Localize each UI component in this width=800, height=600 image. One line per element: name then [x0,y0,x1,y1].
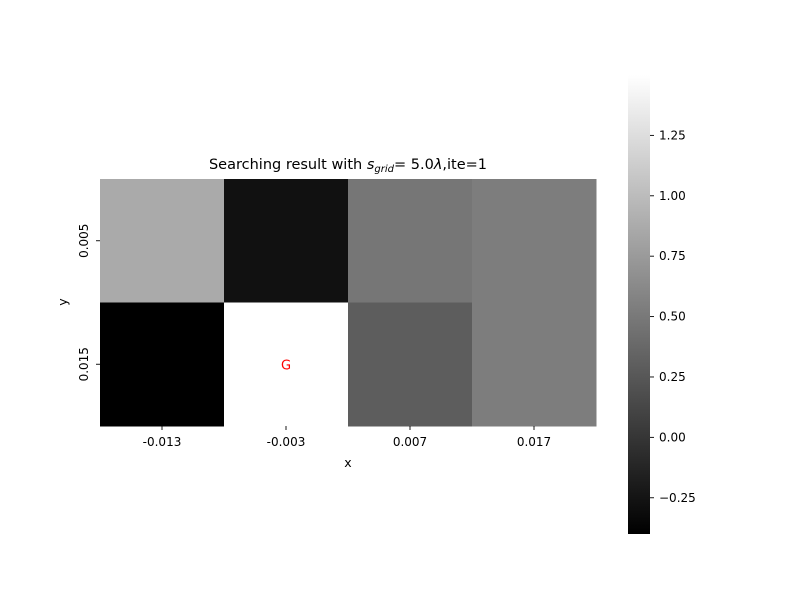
colorbar-tick-label: 1.25 [659,128,686,142]
colorbar-tick-label: 0.50 [659,310,686,324]
y-axis-ticks: 0.005 0.015 [77,224,100,381]
heatmap-cells [100,179,597,427]
colorbar-tick-label: 0.00 [659,430,686,444]
colorbar [628,75,650,534]
colorbar-tick-label: 0.25 [659,370,686,384]
heatmap-cell [100,302,225,427]
y-tick-label: 0.015 [77,347,91,381]
cell-annotation: G [281,358,291,373]
y-tick-label: 0.005 [77,224,91,258]
x-axis-ticks: -0.013 -0.003 0.007 0.017 [143,426,551,449]
x-tick-label: 0.007 [393,435,427,449]
x-axis-label: x [344,455,351,470]
x-tick-label: -0.003 [267,435,306,449]
heatmap-cell [100,179,225,303]
heatmap-cell [472,179,597,303]
heatmap-cell [348,179,473,303]
heatmap-annotations: G [281,358,291,373]
colorbar-tick-label: 1.00 [659,189,686,203]
heatmap-cell [224,179,349,303]
heatmap-cell [472,302,597,427]
x-tick-label: -0.013 [143,435,182,449]
y-axis-label: y [55,298,70,306]
colorbar-tick-label: 0.75 [659,249,686,263]
chart-title: Searching result with sgrid= 5.0λ,ite=1 [209,157,487,175]
x-tick-label: 0.017 [517,435,551,449]
colorbar-tick-label: −0.25 [659,491,696,505]
heatmap-cell [348,302,473,427]
colorbar-ticks: −0.25 0.00 0.25 0.50 0.75 1.00 1.25 [650,128,696,505]
heatmap-cell [224,302,349,427]
